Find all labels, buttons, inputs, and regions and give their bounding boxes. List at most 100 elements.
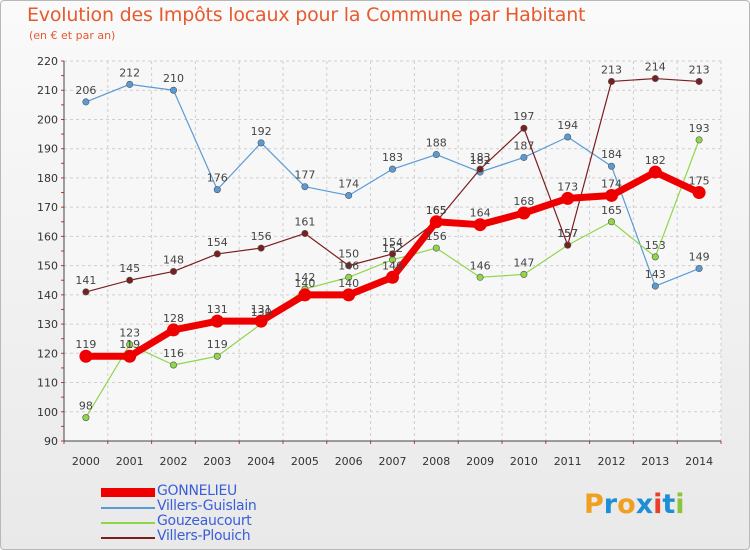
legend-label: GONNELIEU bbox=[157, 483, 237, 499]
line-chart: 90 100 110 120 130 140 150 160 170 180 190 200 210 22… bbox=[37, 55, 722, 468]
proxiti-logo: Proxiti bbox=[584, 489, 685, 520]
data-point-gonnelieu bbox=[429, 215, 443, 229]
data-point-villers-plouich bbox=[476, 165, 484, 173]
data-point-villers-guislain bbox=[432, 151, 440, 159]
y-tick-label: 180 bbox=[37, 172, 58, 185]
data-label-gouzeaucourt: 193 bbox=[689, 122, 710, 135]
logo-letter: t bbox=[662, 489, 676, 520]
y-tick-label: 190 bbox=[37, 143, 58, 156]
y-tick-label: 210 bbox=[37, 84, 58, 97]
y-tick-label: 100 bbox=[37, 406, 58, 419]
data-point-gouzeaucourt bbox=[82, 414, 90, 422]
data-label-villers-plouich: 213 bbox=[601, 63, 622, 76]
data-point-gouzeaucourt bbox=[213, 352, 221, 360]
logo-letter: x bbox=[635, 489, 654, 520]
data-label-gouzeaucourt: 147 bbox=[513, 256, 534, 269]
y-tick-label: 120 bbox=[37, 347, 58, 360]
data-label-gouzeaucourt: 119 bbox=[207, 338, 228, 351]
data-point-gonnelieu bbox=[692, 186, 706, 200]
data-label-gonnelieu: 146 bbox=[382, 259, 403, 272]
x-tick-label: 2008 bbox=[422, 455, 450, 468]
x-tick-label: 2004 bbox=[247, 455, 275, 468]
x-tick-label: 2012 bbox=[598, 455, 626, 468]
data-label-villers-plouich: 183 bbox=[470, 151, 491, 164]
data-point-villers-guislain bbox=[213, 186, 221, 194]
data-label-gouzeaucourt: 146 bbox=[470, 259, 491, 272]
data-label-gouzeaucourt: 165 bbox=[601, 204, 622, 217]
x-tick-label: 2001 bbox=[116, 455, 144, 468]
data-point-villers-plouich bbox=[520, 124, 528, 132]
data-label-gonnelieu: 165 bbox=[426, 204, 447, 217]
data-label-villers-guislain: 194 bbox=[557, 119, 578, 132]
data-point-villers-guislain bbox=[301, 183, 309, 191]
data-label-gonnelieu: 174 bbox=[601, 177, 622, 190]
data-label-villers-guislain: 174 bbox=[338, 177, 359, 190]
data-label-villers-guislain: 212 bbox=[119, 66, 140, 79]
data-label-gouzeaucourt: 152 bbox=[382, 242, 403, 255]
data-point-gouzeaucourt bbox=[126, 341, 134, 349]
legend-swatch bbox=[101, 522, 155, 524]
data-label-villers-plouich: 154 bbox=[207, 236, 228, 249]
data-point-gonnelieu bbox=[473, 218, 487, 232]
data-point-villers-guislain bbox=[257, 139, 265, 147]
data-point-villers-guislain bbox=[520, 153, 528, 161]
data-label-villers-plouich: 157 bbox=[557, 227, 578, 240]
data-label-villers-guislain: 177 bbox=[294, 169, 315, 182]
chart-title: Evolution des Impôts locaux pour la Comm… bbox=[27, 4, 586, 26]
legend-label: Villers-Guislain bbox=[157, 498, 257, 514]
data-point-gonnelieu bbox=[210, 314, 224, 328]
x-tick-label: 2000 bbox=[72, 455, 100, 468]
x-tick-label: 2002 bbox=[160, 455, 188, 468]
chart-subtitle: (en € et par an) bbox=[29, 29, 116, 42]
data-label-villers-guislain: 184 bbox=[601, 148, 622, 161]
data-label-villers-plouich: 148 bbox=[163, 253, 184, 266]
data-point-gonnelieu bbox=[79, 349, 93, 363]
data-label-gonnelieu: 128 bbox=[163, 312, 184, 325]
data-label-gouzeaucourt: 130 bbox=[251, 306, 272, 319]
data-label-gouzeaucourt: 156 bbox=[426, 230, 447, 243]
data-point-villers-guislain bbox=[126, 80, 134, 88]
data-point-gonnelieu bbox=[254, 314, 268, 328]
x-tick-label: 2003 bbox=[203, 455, 231, 468]
data-label-gouzeaucourt: 142 bbox=[294, 271, 315, 284]
y-tick-label: 220 bbox=[37, 55, 58, 68]
data-label-gonnelieu: 140 bbox=[338, 277, 359, 290]
data-label-gouzeaucourt: 116 bbox=[163, 347, 184, 360]
logo-letter: r bbox=[603, 489, 618, 520]
data-point-gonnelieu bbox=[605, 188, 618, 202]
data-point-gonnelieu bbox=[517, 206, 531, 220]
data-label-villers-guislain: 182 bbox=[470, 154, 491, 167]
legend-swatch bbox=[101, 507, 155, 509]
data-label-gonnelieu: 119 bbox=[119, 338, 140, 351]
x-tick-label: 2011 bbox=[554, 455, 582, 468]
data-point-villers-plouich bbox=[301, 229, 309, 237]
data-point-gonnelieu bbox=[123, 349, 137, 363]
data-point-gonnelieu bbox=[561, 191, 575, 205]
data-point-gonnelieu bbox=[648, 165, 662, 179]
data-label-gouzeaucourt: 153 bbox=[645, 239, 666, 252]
data-label-villers-guislain: 176 bbox=[207, 172, 228, 185]
data-point-villers-plouich bbox=[170, 267, 178, 275]
x-tick-label: 2013 bbox=[641, 455, 669, 468]
data-label-villers-guislain: 206 bbox=[75, 84, 96, 97]
x-tick-label: 2005 bbox=[291, 455, 319, 468]
data-point-villers-guislain bbox=[695, 265, 703, 273]
data-point-villers-plouich bbox=[564, 241, 572, 249]
data-label-gonnelieu: 182 bbox=[645, 154, 666, 167]
data-label-villers-guislain: 143 bbox=[645, 268, 666, 281]
data-label-gonnelieu: 164 bbox=[470, 207, 491, 220]
data-point-villers-plouich bbox=[126, 276, 134, 284]
y-tick-label: 130 bbox=[37, 318, 58, 331]
y-tick-label: 140 bbox=[37, 289, 58, 302]
data-label-villers-guislain: 188 bbox=[426, 137, 447, 150]
data-label-gonnelieu: 140 bbox=[294, 277, 315, 290]
data-point-villers-plouich bbox=[82, 288, 90, 296]
x-tick-label: 2014 bbox=[685, 455, 713, 468]
data-point-villers-plouich bbox=[213, 250, 221, 258]
legend-swatch bbox=[101, 537, 155, 539]
data-point-villers-plouich bbox=[651, 75, 659, 83]
data-label-villers-plouich: 197 bbox=[513, 110, 534, 123]
data-label-villers-plouich: 161 bbox=[294, 215, 315, 228]
data-label-villers-plouich: 145 bbox=[119, 262, 140, 275]
